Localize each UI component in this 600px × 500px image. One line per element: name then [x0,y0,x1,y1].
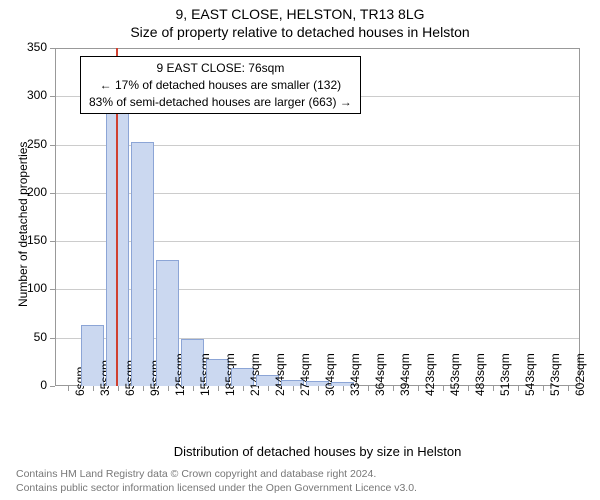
info-box: 9 EAST CLOSE: 76sqm← 17% of detached hou… [80,56,361,114]
x-tick-label: 573sqm [548,353,562,396]
histogram-bar [131,142,154,386]
x-tick-label: 423sqm [423,353,437,396]
page-title: 9, EAST CLOSE, HELSTON, TR13 8LG [0,0,600,22]
info-line-2: ← 17% of detached houses are smaller (13… [89,77,352,94]
x-tick-mark [118,386,119,391]
y-tick-label: 350 [0,40,47,54]
y-tick-mark [50,96,55,97]
x-tick-mark [543,386,544,391]
x-tick-mark [343,386,344,391]
y-tick-mark [50,386,55,387]
x-tick-label: 274sqm [298,353,312,396]
x-tick-mark [218,386,219,391]
y-axis-title: Number of detached properties [16,142,30,307]
x-tick-mark [493,386,494,391]
info-line-3: 83% of semi-detached houses are larger (… [89,94,352,111]
y-tick-mark [50,48,55,49]
x-tick-mark [293,386,294,391]
x-tick-mark [143,386,144,391]
x-axis-title: Distribution of detached houses by size … [55,444,580,459]
x-tick-mark [418,386,419,391]
footer-line-1: Contains HM Land Registry data © Crown c… [16,468,376,480]
x-tick-label: 394sqm [398,353,412,396]
x-tick-label: 453sqm [448,353,462,396]
x-tick-mark [168,386,169,391]
x-tick-mark [368,386,369,391]
x-tick-label: 543sqm [523,353,537,396]
x-tick-label: 244sqm [273,353,287,396]
x-tick-mark [468,386,469,391]
x-tick-mark [318,386,319,391]
x-tick-mark [243,386,244,391]
x-tick-label: 304sqm [323,353,337,396]
x-tick-mark [193,386,194,391]
x-tick-label: 334sqm [348,353,362,396]
y-tick-label: 50 [0,330,47,344]
x-tick-mark [268,386,269,391]
y-tick-mark [50,338,55,339]
x-tick-label: 602sqm [573,353,587,396]
x-tick-mark [393,386,394,391]
x-tick-mark [68,386,69,391]
x-tick-label: 364sqm [373,353,387,396]
y-tick-mark [50,241,55,242]
chart-subtitle: Size of property relative to detached ho… [0,22,600,40]
y-tick-label: 300 [0,88,47,102]
y-tick-label: 0 [0,378,47,392]
x-tick-label: 513sqm [498,353,512,396]
info-line-1: 9 EAST CLOSE: 76sqm [89,60,352,77]
x-tick-mark [443,386,444,391]
y-tick-mark [50,145,55,146]
y-tick-mark [50,289,55,290]
x-tick-mark [568,386,569,391]
x-tick-mark [93,386,94,391]
x-tick-label: 483sqm [473,353,487,396]
footer-line-2: Contains public sector information licen… [16,482,417,494]
x-tick-mark [518,386,519,391]
y-tick-mark [50,193,55,194]
